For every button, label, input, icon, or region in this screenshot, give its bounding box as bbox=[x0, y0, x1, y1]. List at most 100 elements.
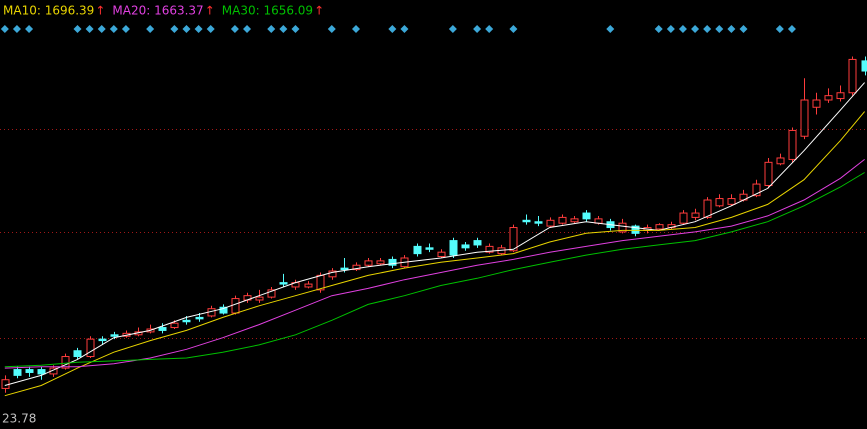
legend-trend: ↑ bbox=[314, 4, 324, 18]
signal-diamond bbox=[0, 25, 9, 33]
signal-diamond bbox=[85, 25, 94, 33]
candle-body bbox=[182, 319, 191, 323]
candle-body bbox=[546, 219, 555, 227]
candle-body bbox=[231, 298, 240, 314]
candle-body bbox=[727, 198, 736, 205]
candle-body bbox=[73, 350, 82, 358]
signal-diamond bbox=[146, 25, 155, 33]
signal-diamond bbox=[206, 25, 215, 33]
signal-diamond bbox=[606, 25, 615, 33]
signal-diamond bbox=[666, 25, 675, 33]
candle-body bbox=[279, 282, 288, 285]
signal-diamond bbox=[654, 25, 663, 33]
legend-trend: ↑ bbox=[95, 4, 105, 18]
candle-body bbox=[522, 219, 531, 223]
candle-body bbox=[86, 338, 95, 358]
candle-body bbox=[679, 212, 688, 224]
signal-diamond bbox=[243, 25, 252, 33]
candle-body bbox=[364, 260, 373, 266]
low-label: 23.78 bbox=[2, 412, 36, 426]
candle-body bbox=[655, 224, 664, 230]
signal-diamond bbox=[400, 25, 409, 33]
candle-body bbox=[764, 161, 773, 187]
candle-body bbox=[691, 212, 700, 218]
signal-diamond bbox=[715, 25, 724, 33]
candle-body bbox=[812, 99, 821, 108]
signal-diamond bbox=[703, 25, 712, 33]
signal-diamond bbox=[267, 25, 276, 33]
candle-body bbox=[13, 369, 22, 376]
signal-diamond bbox=[509, 25, 518, 33]
candle-body bbox=[340, 267, 349, 271]
candle-body bbox=[788, 129, 797, 160]
signal-diamond bbox=[109, 25, 118, 33]
candle-body bbox=[449, 240, 458, 256]
signal-diamond bbox=[73, 25, 82, 33]
candle-body bbox=[485, 245, 494, 253]
candle-body bbox=[473, 240, 482, 246]
candle-body bbox=[98, 338, 107, 342]
candle-body bbox=[61, 356, 70, 369]
candle-body bbox=[376, 260, 385, 265]
signal-diamond bbox=[279, 25, 288, 33]
signal-diamond bbox=[448, 25, 457, 33]
signal-diamond bbox=[291, 25, 300, 33]
candle-body bbox=[25, 369, 34, 373]
candle-body bbox=[715, 198, 724, 207]
candle-body bbox=[703, 199, 712, 218]
legend-label: MA20: 1663.37 bbox=[112, 4, 203, 18]
candle-body bbox=[752, 183, 761, 197]
legend-trend: ↑ bbox=[205, 4, 215, 18]
signal-diamond bbox=[121, 25, 130, 33]
candle-body bbox=[618, 222, 627, 233]
legend-label: MA10: 1696.39 bbox=[3, 4, 94, 18]
signal-diamond bbox=[352, 25, 361, 33]
candle-body bbox=[776, 157, 785, 165]
signal-diamond bbox=[727, 25, 736, 33]
candle-body bbox=[425, 247, 434, 250]
candle-body bbox=[824, 95, 833, 101]
candle-body bbox=[509, 227, 518, 252]
ma-line bbox=[4, 111, 865, 397]
candle-body bbox=[352, 264, 361, 271]
candle-body bbox=[388, 258, 397, 266]
candle-body bbox=[110, 334, 119, 337]
candle-body bbox=[582, 212, 591, 220]
candle-body bbox=[219, 306, 228, 314]
ma-line bbox=[4, 172, 865, 368]
signal-diamond bbox=[25, 25, 34, 33]
signal-diamond bbox=[12, 25, 21, 33]
candle-body bbox=[437, 251, 446, 258]
ma-line bbox=[4, 82, 865, 386]
candle-body bbox=[800, 99, 809, 137]
signal-diamond bbox=[473, 25, 482, 33]
candle-body bbox=[848, 58, 857, 94]
signal-diamond bbox=[739, 25, 748, 33]
candle-body bbox=[255, 296, 264, 301]
candle-body bbox=[328, 270, 337, 278]
candle-body bbox=[37, 369, 46, 375]
candle-body bbox=[558, 216, 567, 224]
signal-diamond bbox=[170, 25, 179, 33]
candle-body bbox=[170, 322, 179, 329]
signal-diamond bbox=[678, 25, 687, 33]
signal-diamond bbox=[230, 25, 239, 33]
candle-body bbox=[836, 92, 845, 100]
candle-body bbox=[861, 60, 867, 72]
candle-body bbox=[1, 379, 10, 389]
signal-diamond bbox=[485, 25, 494, 33]
candle-body bbox=[461, 244, 470, 249]
signal-diamond bbox=[787, 25, 796, 33]
candle-body bbox=[195, 316, 204, 320]
signal-diamond bbox=[388, 25, 397, 33]
candle-body bbox=[158, 327, 167, 331]
candle-body bbox=[267, 289, 276, 298]
candle-body bbox=[304, 283, 313, 288]
signal-diamond bbox=[691, 25, 700, 33]
candle-body bbox=[534, 221, 543, 224]
candle-body bbox=[631, 225, 640, 234]
signal-diamond bbox=[194, 25, 203, 33]
signal-diamond bbox=[775, 25, 784, 33]
